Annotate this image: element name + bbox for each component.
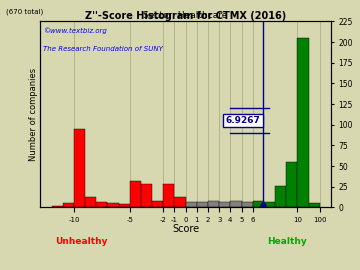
Text: Unhealthy: Unhealthy xyxy=(55,237,107,246)
Bar xyxy=(275,186,286,207)
Bar xyxy=(297,38,309,207)
Text: 6.9267: 6.9267 xyxy=(225,116,260,125)
Text: Healthy: Healthy xyxy=(267,237,307,246)
Bar xyxy=(175,197,186,207)
Bar xyxy=(130,181,141,207)
Bar xyxy=(163,184,175,207)
Bar xyxy=(119,204,130,207)
X-axis label: Score: Score xyxy=(172,224,199,234)
Bar xyxy=(85,197,96,207)
Y-axis label: Number of companies: Number of companies xyxy=(29,68,38,161)
Bar xyxy=(264,201,275,207)
Bar xyxy=(74,129,85,207)
Bar xyxy=(242,202,253,207)
Text: ©www.textbiz.org: ©www.textbiz.org xyxy=(43,27,107,34)
Bar xyxy=(208,201,219,207)
Bar xyxy=(152,201,163,207)
Text: The Research Foundation of SUNY: The Research Foundation of SUNY xyxy=(43,46,163,52)
Bar xyxy=(253,201,264,207)
Bar xyxy=(63,203,74,207)
Bar xyxy=(309,203,320,207)
Bar xyxy=(219,201,230,207)
Bar xyxy=(96,201,108,207)
Bar xyxy=(108,203,119,207)
Bar xyxy=(186,202,197,207)
Text: (670 total): (670 total) xyxy=(5,8,43,15)
Bar xyxy=(286,162,297,207)
Bar xyxy=(197,202,208,207)
Bar xyxy=(51,206,63,207)
Bar xyxy=(230,201,242,207)
Title: Z''-Score Histogram for CTMX (2016): Z''-Score Histogram for CTMX (2016) xyxy=(85,11,286,21)
Bar xyxy=(141,184,152,207)
Text: Sector: Healthcare: Sector: Healthcare xyxy=(144,11,228,20)
